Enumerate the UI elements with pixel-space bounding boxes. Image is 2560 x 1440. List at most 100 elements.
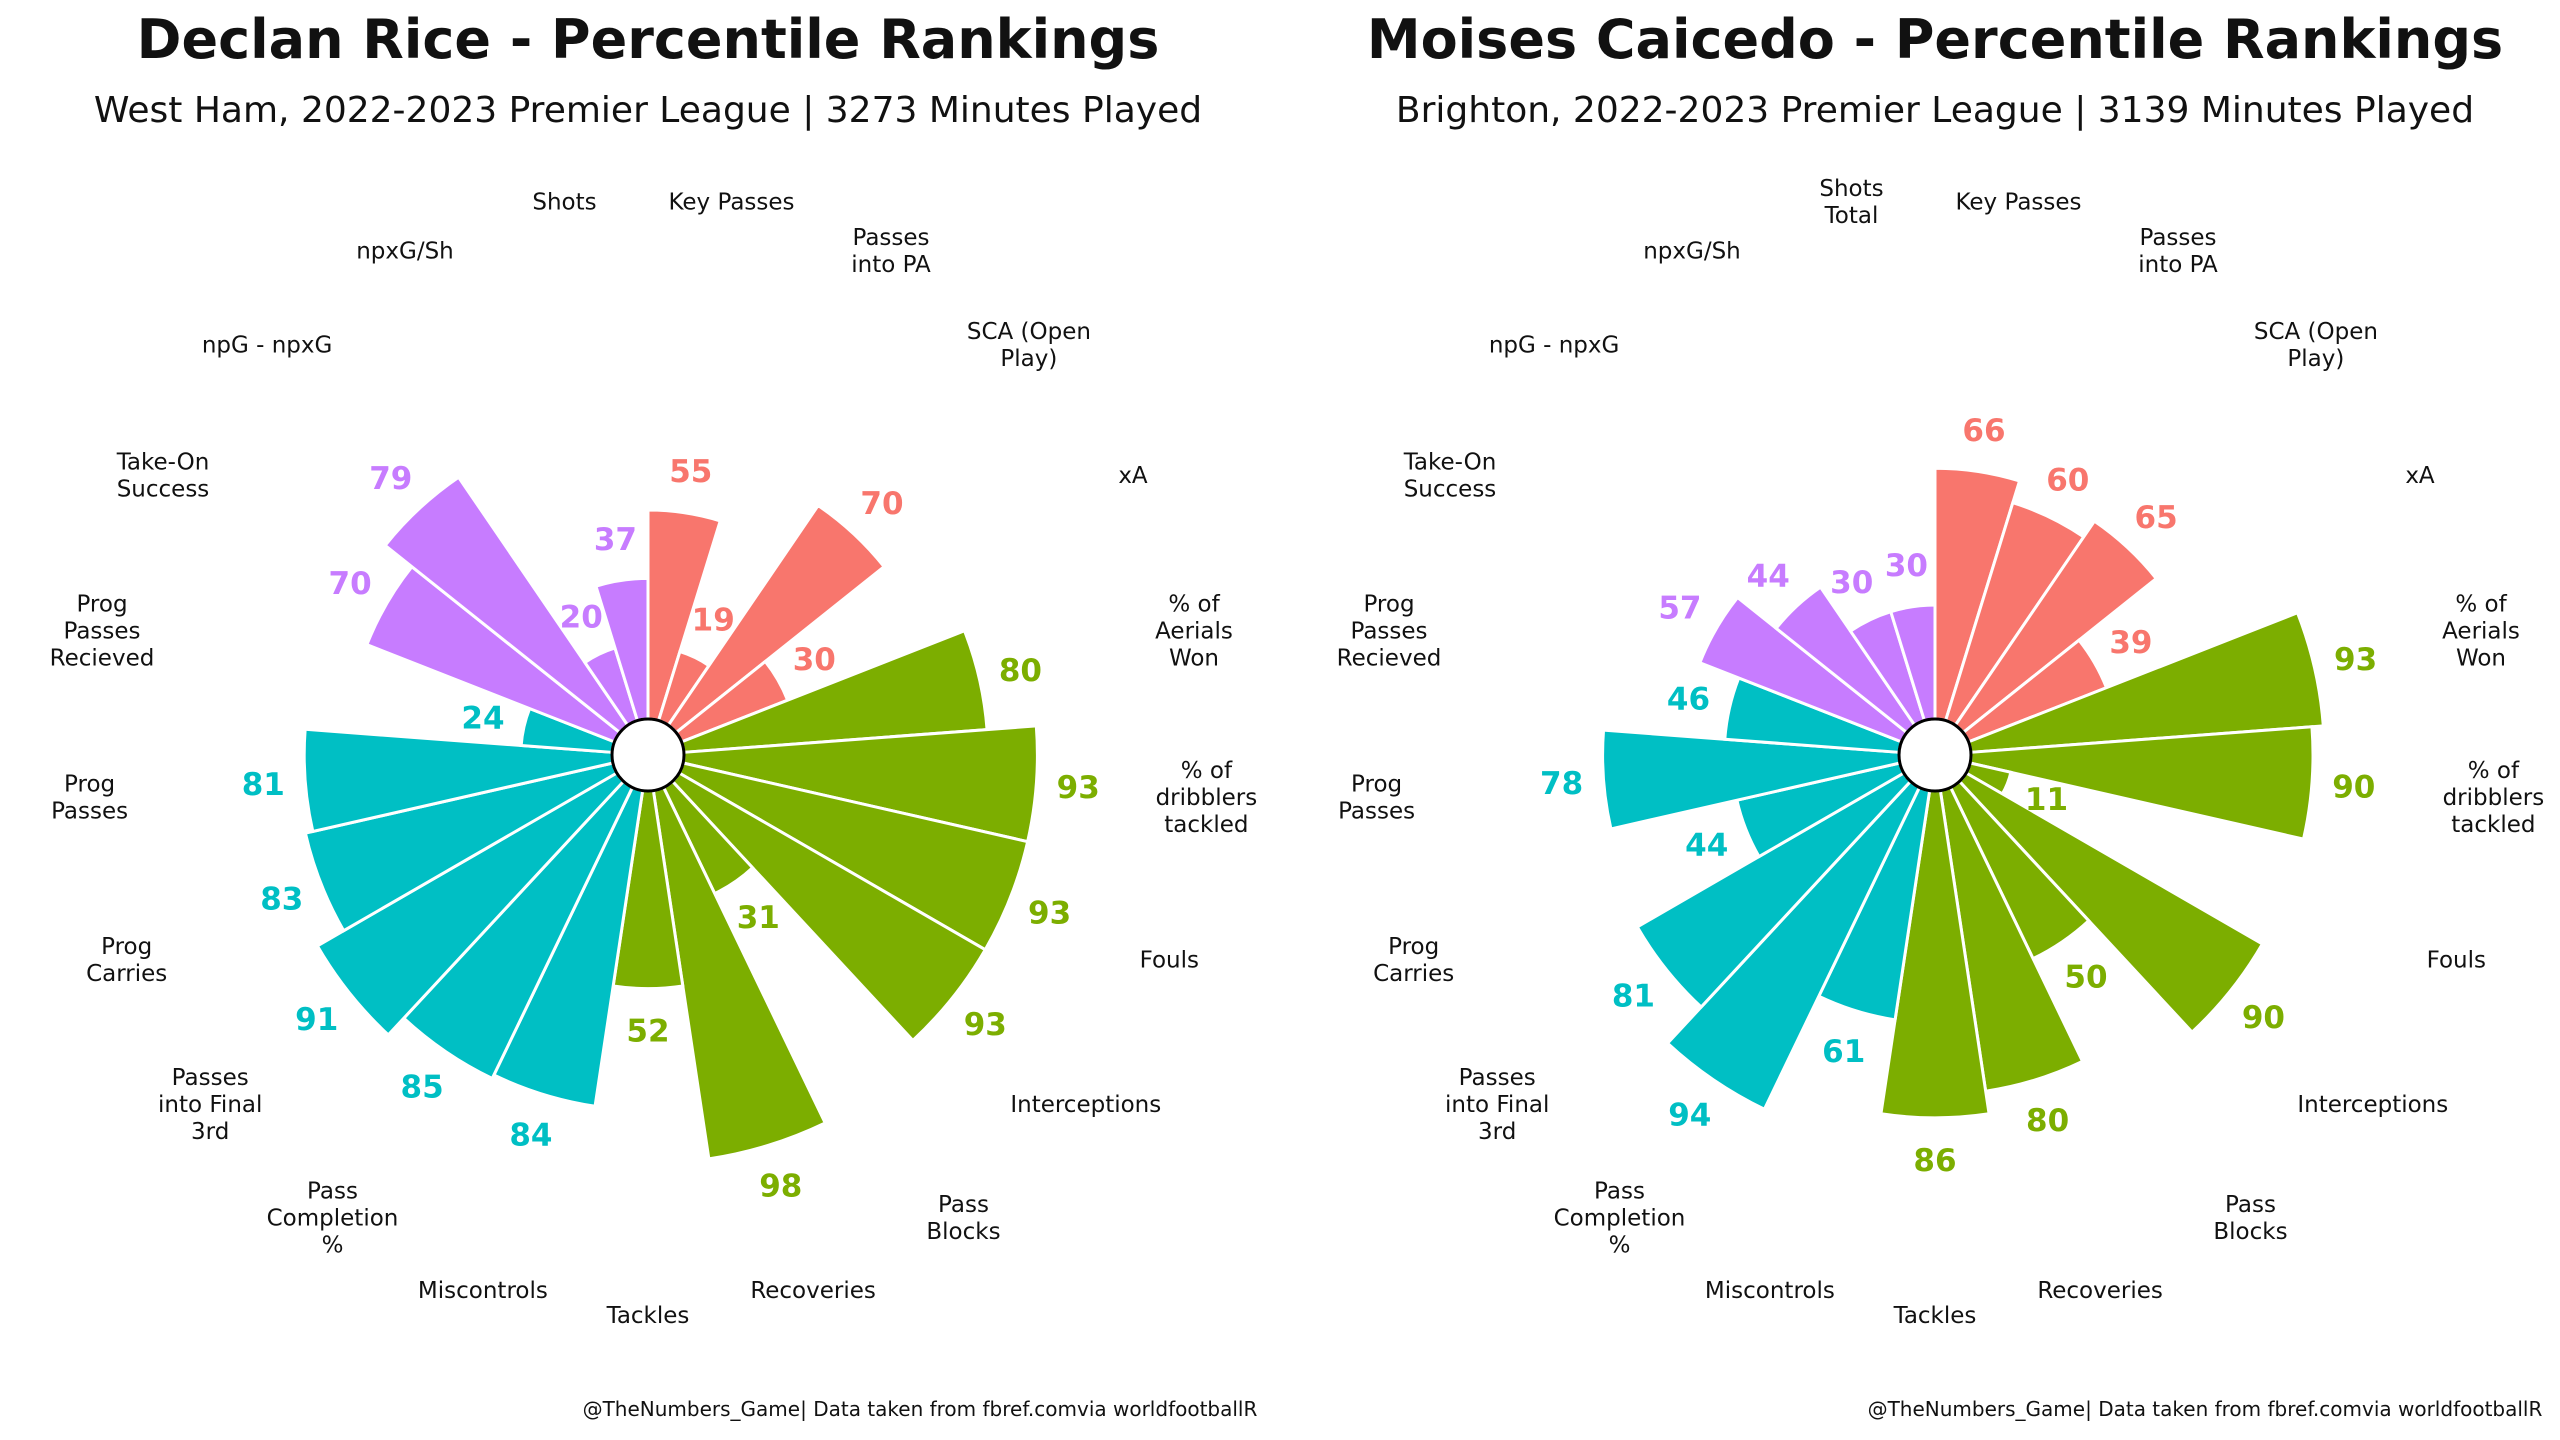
caicedo-label-recoveries: Recoveries	[2037, 1278, 2163, 1304]
rice-label-passes-into-final-3rd: Passes into Final 3rd	[158, 1065, 262, 1145]
rice-label-key-passes: Key Passes	[668, 189, 794, 215]
caicedo-metric-labels: Key Passes Passes into PA SCA (Open Play) xA%…	[1337, 176, 2545, 1329]
rice-value-fouls: 93	[1028, 896, 1071, 932]
caicedo-value-take-on-success: 57	[1658, 591, 1701, 627]
rice-value-pct-of-aerials-won: 80	[999, 653, 1042, 689]
caicedo-panel: Moises Caicedo - Percentile Rankings Bri…	[1337, 8, 2545, 1421]
caicedo-value-shots-total: 30	[1885, 548, 1928, 584]
caicedo-label-miscontrols: Miscontrols	[1705, 1278, 1835, 1304]
caicedo-label-pct-of-dribblers-tackled: % of dribblers tackled	[2443, 758, 2545, 838]
caicedo-value-labels: 66 60 65 39 93 90 11 90 50 80 86 61 94 81 44 78 46 57 44 30…	[1540, 413, 2377, 1179]
caicedo-label-key-passes: Key Passes	[1955, 189, 2081, 215]
caicedo-label-tackles: Tackles	[1893, 1303, 1977, 1329]
rice-value-passes-into-final-3rd: 91	[295, 1002, 338, 1038]
caicedo-label-interceptions: Interceptions	[2297, 1092, 2448, 1118]
caicedo-value-recoveries: 80	[2026, 1103, 2069, 1139]
caicedo-label-xa: xA	[2405, 463, 2435, 489]
rice-label-npxg-sh: npxG/Sh	[356, 239, 454, 265]
caicedo-label-take-on-success: Take-On Success	[1403, 450, 1497, 503]
rice-value-npxg-sh: 20	[560, 599, 603, 635]
caicedo-label-prog-passes: Prog Passes	[1338, 771, 1415, 824]
rice-label-tackles: Tackles	[606, 1303, 690, 1329]
rice-value-prog-carries: 83	[260, 882, 303, 918]
rice-value-labels: 55 19 70 30 80 93 93 93 31 98 52 84 85 91 83 81 24 70 79 20…	[242, 454, 1100, 1204]
rice-value-pct-of-dribblers-tackled: 93	[1057, 770, 1100, 806]
rice-center-circle	[610, 717, 686, 793]
caicedo-chart-subtitle: Brighton, 2022-2023 Premier League | 313…	[1396, 90, 2474, 131]
caicedo-value-pass-completion-pct: 94	[1668, 1098, 1711, 1134]
rice-label-pct-of-aerials-won: % of Aerials Won	[1155, 591, 1233, 671]
rice-label-miscontrols: Miscontrols	[418, 1278, 548, 1304]
rice-value-prog-passes: 81	[242, 767, 285, 803]
rice-label-interceptions: Interceptions	[1010, 1092, 1161, 1118]
caicedo-label-prog-passes-recieved: Prog Passes Recieved	[1337, 591, 1442, 671]
rice-label-prog-carries: Prog Carries	[86, 934, 167, 987]
caicedo-label-npg-npxg: npG - npxG	[1489, 333, 1620, 359]
rice-value-prog-passes-recieved: 24	[461, 700, 504, 736]
rice-chart-subtitle: West Ham, 2022-2023 Premier League | 327…	[94, 90, 1202, 131]
rice-value-tackles: 52	[626, 1014, 669, 1050]
rice-value-pass-blocks: 31	[737, 900, 780, 936]
rice-panel: Declan Rice - Percentile Rankings West H…	[50, 8, 1258, 1421]
caicedo-chart-title: Moises Caicedo - Percentile Rankings	[1367, 8, 2503, 71]
caicedo-value-prog-passes-recieved: 46	[1667, 682, 1710, 718]
rice-value-npg-npxg: 79	[369, 461, 412, 497]
caicedo-value-passes-into-pa: 60	[2046, 462, 2089, 498]
caicedo-label-npxg-sh: npxG/Sh	[1643, 239, 1741, 265]
rice-label-pct-of-dribblers-tackled: % of dribblers tackled	[1156, 758, 1258, 838]
rice-label-fouls: Fouls	[1140, 948, 1199, 974]
rice-footer-credit: @TheNumbers_Game| Data taken from fbref.…	[583, 1397, 1258, 1421]
rice-value-take-on-success: 70	[329, 566, 372, 602]
rice-label-pass-completion-pct: Pass Completion%	[267, 1179, 399, 1259]
caicedo-label-pass-blocks: Pass Blocks	[2213, 1192, 2287, 1245]
caicedo-value-npxg-sh: 30	[1830, 565, 1873, 601]
caicedo-value-fouls: 11	[2025, 782, 2068, 818]
caicedo-value-tackles: 86	[1913, 1143, 1956, 1179]
caicedo-value-sca-open-play: 65	[2135, 500, 2178, 536]
caicedo-center-circle	[1897, 717, 1973, 793]
caicedo-label-passes-into-pa: Passes into PA	[2138, 225, 2218, 278]
rice-chart-title: Declan Rice - Percentile Rankings	[137, 8, 1160, 71]
rice-value-shots: 37	[594, 522, 637, 558]
rice-value-interceptions: 93	[964, 1007, 1007, 1043]
rice-bars	[302, 475, 1039, 1161]
caicedo-label-sca-open-play: SCA (Open Play)	[2254, 319, 2378, 372]
caicedo-value-prog-passes: 78	[1540, 766, 1583, 802]
caicedo-bars	[1601, 466, 2325, 1120]
caicedo-value-passes-into-final-3rd: 81	[1612, 979, 1655, 1015]
caicedo-label-pct-of-aerials-won: % of Aerials Won	[2442, 591, 2520, 671]
rice-value-passes-into-pa: 19	[692, 603, 735, 639]
caicedo-value-xa: 39	[2109, 625, 2152, 661]
caicedo-label-prog-carries: Prog Carries	[1373, 934, 1454, 987]
rice-label-shots: Shots	[532, 189, 596, 215]
rice-label-prog-passes: Prog Passes	[51, 771, 128, 824]
rice-label-npg-npxg: npG - npxG	[202, 333, 333, 359]
caicedo-value-prog-carries: 44	[1685, 828, 1728, 864]
rice-label-prog-passes-recieved: Prog Passes Recieved	[50, 591, 155, 671]
rice-label-recoveries: Recoveries	[750, 1278, 876, 1304]
caicedo-label-passes-into-final-3rd: Passes into Final 3rd	[1445, 1065, 1549, 1145]
rice-value-recoveries: 98	[759, 1168, 802, 1204]
caicedo-label-fouls: Fouls	[2427, 948, 2486, 974]
caicedo-value-key-passes: 66	[1962, 413, 2005, 449]
caicedo-value-npg-npxg: 44	[1747, 558, 1790, 594]
caicedo-value-pct-of-aerials-won: 93	[2334, 642, 2377, 678]
rice-value-miscontrols: 84	[509, 1118, 552, 1154]
rice-label-pass-blocks: Pass Blocks	[926, 1192, 1000, 1245]
caicedo-footer-credit: @TheNumbers_Game| Data taken from fbref.…	[1868, 1397, 2543, 1421]
caicedo-label-pass-completion-pct: Pass Completion%	[1554, 1179, 1686, 1259]
rice-value-sca-open-play: 70	[860, 486, 903, 522]
caicedo-value-miscontrols: 61	[1822, 1034, 1865, 1070]
rice-label-take-on-success: Take-On Success	[116, 450, 210, 503]
rice-label-sca-open-play: SCA (Open Play)	[967, 319, 1091, 372]
rice-label-passes-into-pa: Passes into PA	[851, 225, 931, 278]
caicedo-label-shots-total: Shots Total	[1819, 176, 1883, 229]
caicedo-value-pct-of-dribblers-tackled: 90	[2332, 769, 2375, 805]
caicedo-value-pass-blocks: 50	[2064, 959, 2107, 995]
rice-value-pass-completion-pct: 85	[401, 1069, 444, 1105]
rice-metric-labels: Key Passes Passes into PA SCA (Open Play) xA%…	[50, 189, 1258, 1329]
caicedo-value-interceptions: 90	[2242, 1000, 2285, 1036]
rice-label-xa: xA	[1118, 463, 1148, 489]
rice-value-xa: 30	[793, 642, 836, 678]
